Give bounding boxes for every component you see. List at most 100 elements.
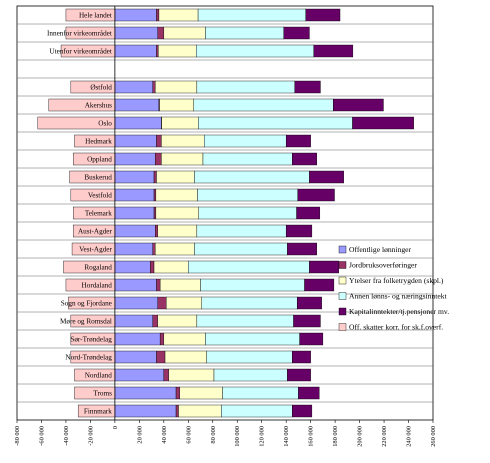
bar-segment	[188, 261, 309, 273]
bar-segment	[156, 351, 165, 363]
bar-segment	[158, 45, 196, 57]
bar-segment	[297, 207, 320, 219]
bar-segment	[115, 99, 159, 111]
bar-segment	[287, 369, 310, 381]
legend-swatch	[339, 262, 346, 269]
bar-segment	[155, 153, 161, 165]
bar-segment	[202, 297, 297, 309]
category-label: Hele landet	[79, 12, 112, 20]
bar-segment	[115, 405, 176, 417]
category-label: Sør-Trøndelag	[70, 336, 112, 344]
bar-segment	[153, 243, 155, 255]
bar-segment	[115, 279, 157, 291]
bar-segment	[115, 171, 154, 183]
bar-segment	[160, 99, 194, 111]
bar-segment	[309, 261, 338, 273]
bar-segment	[115, 315, 153, 327]
bar-segment	[207, 351, 293, 363]
bar-segment	[197, 315, 294, 327]
bar-segment	[153, 315, 158, 327]
bar-segment	[158, 315, 197, 327]
bar-segment	[314, 45, 353, 57]
category-label: Utenfor virkeområdet	[49, 47, 111, 56]
legend-swatch	[339, 324, 346, 331]
bar-segment	[162, 117, 199, 129]
x-tick-label: 120 000	[259, 426, 266, 447]
bar-segment	[156, 9, 158, 21]
category-label: Innenfor virkeområdet	[47, 29, 112, 38]
bar-segment	[204, 135, 286, 147]
bar-segment	[203, 153, 292, 165]
bar-segment	[155, 243, 194, 255]
bar-segment	[169, 369, 214, 381]
bar-segment	[214, 369, 287, 381]
category-label: Rogaland	[84, 264, 112, 272]
bar-segment	[164, 369, 169, 381]
bar-segment	[115, 351, 157, 363]
bar-segment	[199, 207, 297, 219]
bar-segment	[164, 333, 206, 345]
bar-segment	[306, 9, 340, 21]
bar-segment	[194, 243, 287, 255]
bar-segment	[333, 99, 383, 111]
x-tick-label: -40 000	[63, 426, 70, 446]
x-tick-label: -20 000	[87, 426, 94, 446]
bar-segment	[286, 135, 310, 147]
bar-segment	[198, 117, 352, 129]
legend-swatch	[339, 293, 346, 300]
bar-segment	[295, 81, 321, 93]
bar-segment	[309, 171, 343, 183]
bar-segment	[115, 333, 160, 345]
bar-segment	[284, 27, 310, 39]
bar-segment	[115, 261, 150, 273]
category-label: Møre og Romsdal	[60, 318, 112, 326]
bar-segment	[160, 333, 164, 345]
category-label: Akershus	[85, 102, 112, 110]
bar-segment	[156, 45, 158, 57]
bar-segment	[153, 81, 155, 93]
bar-segment	[223, 387, 299, 399]
legend-entry-label: Ytelser fra folketrygden (skpl.)	[349, 276, 444, 285]
x-tick-label: 20 000	[136, 426, 143, 444]
bar-segment	[156, 189, 198, 201]
x-tick-label: 200 000	[357, 426, 364, 447]
bar-segment	[297, 297, 321, 309]
bar-segment	[292, 153, 316, 165]
bar-segment	[194, 99, 333, 111]
x-tick-label: 140 000	[283, 426, 290, 447]
bar-segment	[300, 333, 323, 345]
bar-segment	[164, 27, 206, 39]
bar-segment	[176, 387, 180, 399]
category-label: Hedmark	[85, 138, 112, 146]
category-label: Buskerud	[84, 174, 112, 182]
category-label: Østfold	[90, 84, 112, 92]
bar-segment	[161, 135, 204, 147]
category-label: Finnmark	[84, 408, 112, 416]
legend-entry-label: Annen lønns- og næringsinntekt	[349, 292, 448, 301]
legend-swatch	[339, 246, 346, 253]
legend-swatch	[339, 277, 346, 284]
category-label: Vestfold	[88, 192, 112, 200]
bar-segment	[156, 207, 199, 219]
x-tick-label: 80 000	[210, 426, 217, 444]
bar-segment	[298, 387, 319, 399]
bar-segment	[165, 351, 207, 363]
bar-segment	[115, 225, 155, 237]
bar-segment	[155, 225, 157, 237]
bar-segment	[158, 27, 164, 39]
category-label: Telemark	[85, 210, 112, 218]
bar-segment	[305, 279, 334, 291]
legend-entry-label: Jordbruksoverføringer	[349, 261, 417, 270]
bar-segment	[197, 189, 297, 201]
category-label: Aust-Agder	[78, 228, 113, 236]
x-tick-label: 240 000	[406, 426, 413, 447]
x-tick-label: 40 000	[161, 426, 168, 444]
bar-segment	[352, 117, 413, 129]
bar-segment	[115, 189, 154, 201]
x-tick-label: 220 000	[381, 426, 388, 447]
bar-segment	[292, 405, 312, 417]
x-tick-label: 100 000	[234, 426, 241, 447]
bar-segment	[194, 171, 309, 183]
